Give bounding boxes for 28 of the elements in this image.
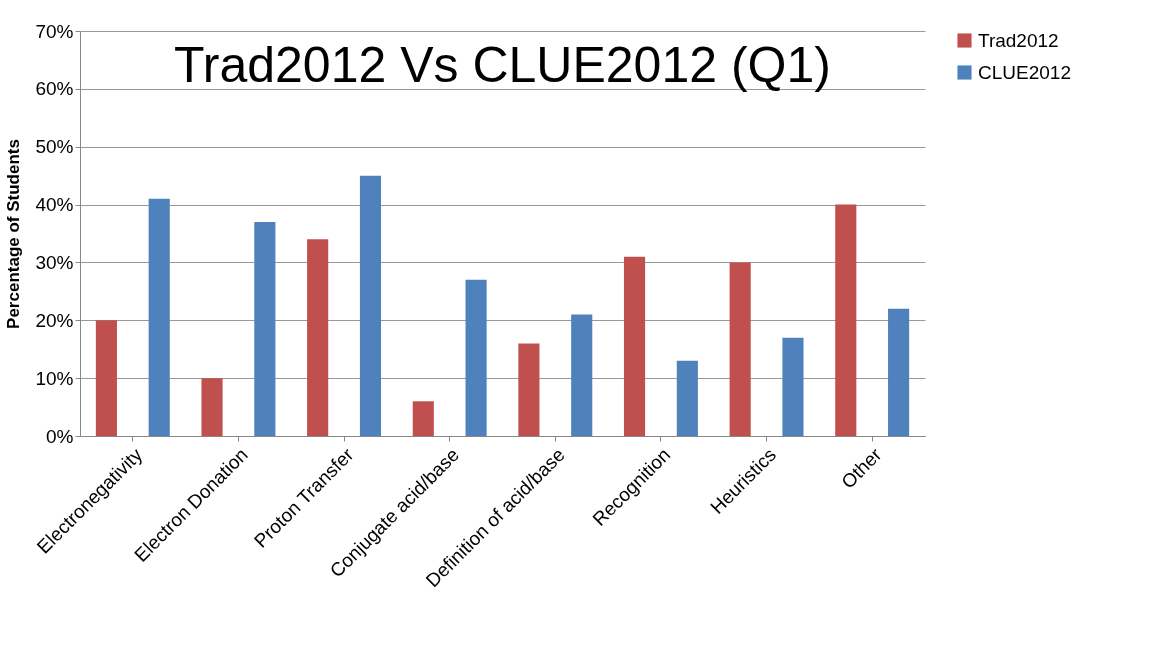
legend-label: CLUE2012 <box>978 61 1071 83</box>
bar <box>676 360 698 436</box>
legend-label: Trad2012 <box>978 29 1059 51</box>
bar <box>623 256 646 436</box>
bar <box>359 175 382 436</box>
bar <box>201 378 223 436</box>
bar <box>95 320 117 436</box>
y-tick-label: 50% <box>35 136 74 158</box>
bar <box>518 343 540 436</box>
y-tick-label: 40% <box>35 194 74 216</box>
bar <box>465 279 487 436</box>
y-tick-label: 10% <box>35 367 74 389</box>
y-tick-label: 60% <box>35 78 74 100</box>
bar <box>729 262 751 436</box>
bar <box>148 198 170 436</box>
y-tick-label: 30% <box>35 251 74 273</box>
bar <box>254 221 276 436</box>
y-tick-label: 70% <box>35 20 74 42</box>
y-axis-title: Percentage of Students <box>4 139 24 329</box>
y-tick-label: 20% <box>35 309 74 331</box>
bar <box>888 308 910 436</box>
bar <box>412 401 434 436</box>
chart-title: Trad2012 Vs CLUE2012 (Q1) <box>174 37 831 93</box>
bar <box>307 239 329 436</box>
bar <box>782 337 804 436</box>
bar <box>571 314 593 436</box>
y-tick-label: 0% <box>46 425 74 447</box>
bar <box>835 204 857 436</box>
